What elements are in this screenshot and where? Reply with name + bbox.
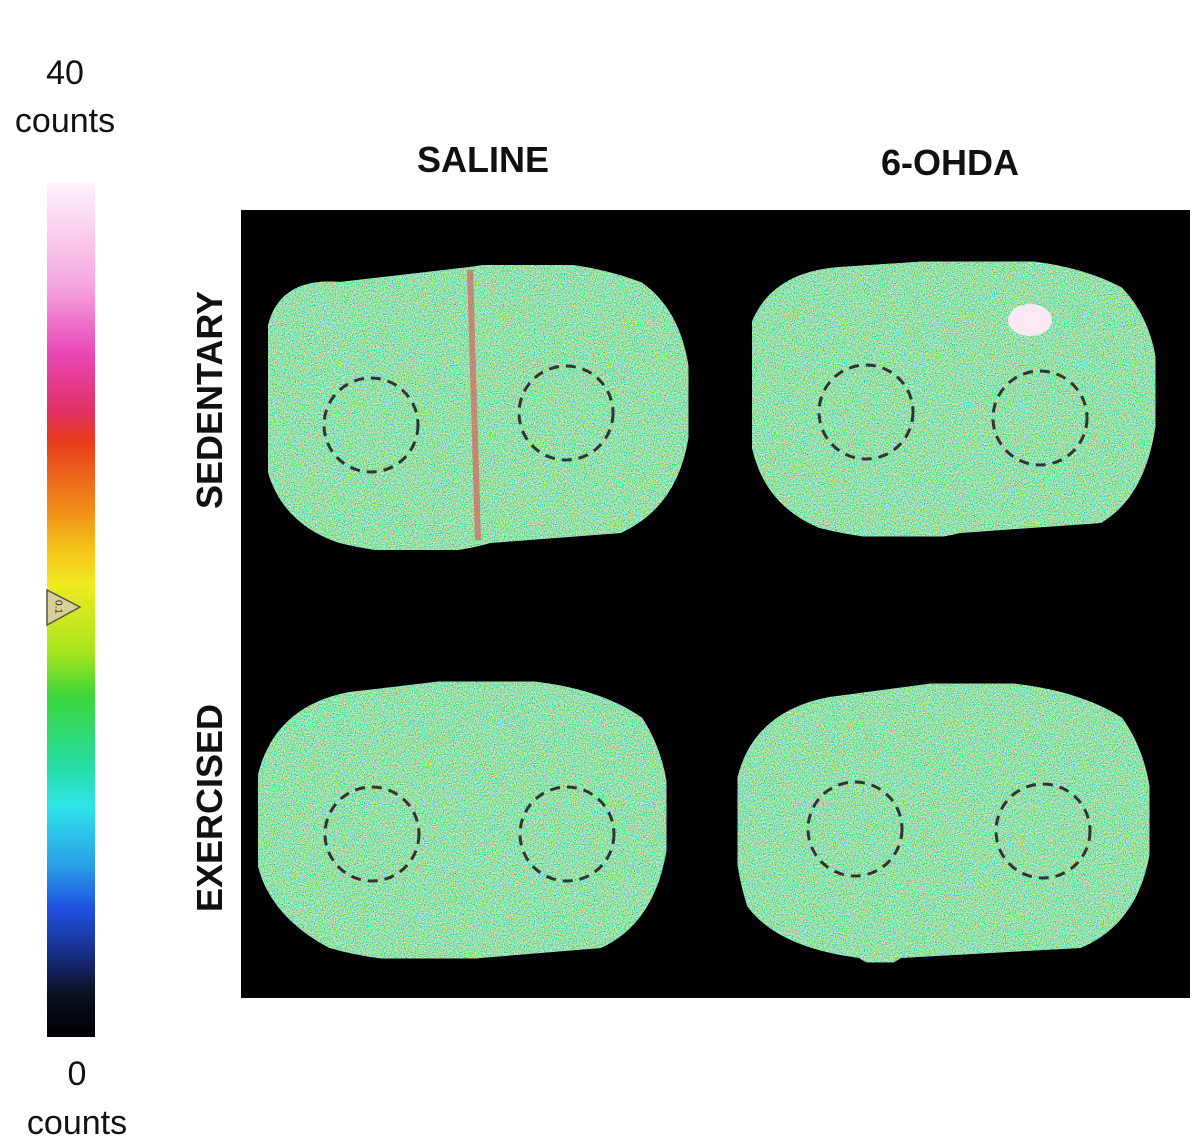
brain-sections <box>255 258 1159 966</box>
row-header: EXERCISED <box>189 704 230 912</box>
colorbar-min-unit: counts <box>27 1104 127 1142</box>
marker-label: 0.1 <box>52 600 63 614</box>
colorbar-max-unit: counts <box>15 102 115 140</box>
row-header: SEDENTARY <box>189 291 230 509</box>
colorbar-max: 40 <box>46 54 84 92</box>
colorbar-marker <box>46 588 82 627</box>
roi-circles <box>322 363 1092 883</box>
column-header: SALINE <box>417 139 549 180</box>
column-header: 6-OHDA <box>881 142 1019 183</box>
brain-section <box>255 678 670 962</box>
colorbar-min: 0 <box>68 1055 87 1093</box>
brain-section <box>264 262 692 553</box>
brain-section <box>749 258 1159 540</box>
brain-section <box>734 680 1153 966</box>
